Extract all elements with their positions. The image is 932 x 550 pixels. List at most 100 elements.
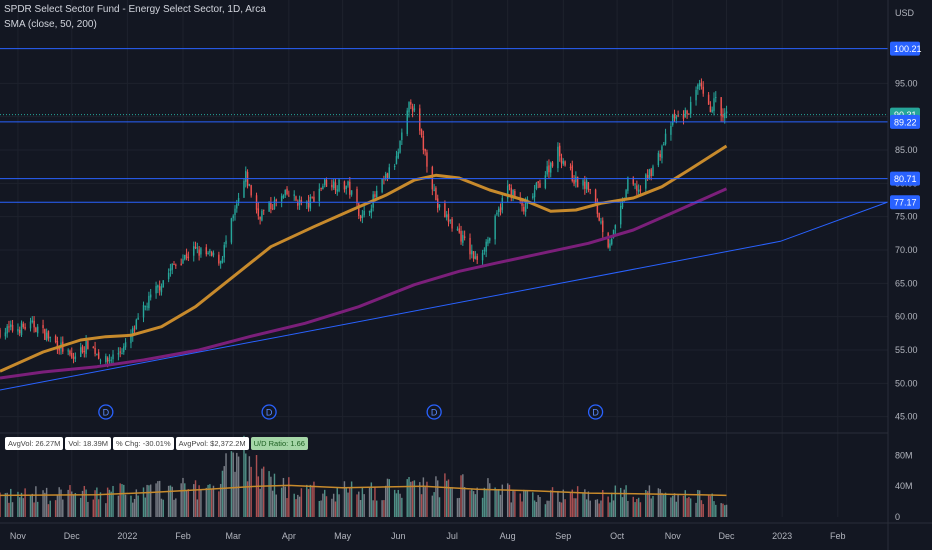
candle-body <box>514 190 516 197</box>
candle-body <box>700 82 703 87</box>
volume-bar <box>309 484 312 517</box>
volume-bar <box>607 496 609 517</box>
candle-body <box>158 286 161 291</box>
candle-body <box>270 202 272 209</box>
volume-bar <box>539 497 541 517</box>
volume-bar <box>711 493 713 517</box>
candle-body <box>54 336 57 343</box>
volume-bar <box>689 498 692 517</box>
candle-body <box>162 280 164 288</box>
candle-body <box>49 336 51 338</box>
volume-bar <box>212 485 215 517</box>
candle-body <box>424 148 426 152</box>
candle-body <box>447 213 450 223</box>
candle-body <box>619 205 622 225</box>
volume-bar <box>476 487 478 517</box>
candle-body <box>611 239 613 245</box>
candle-body <box>137 317 139 320</box>
candle-body <box>175 264 177 266</box>
price-tag-box <box>890 41 920 56</box>
volume-bar <box>250 466 252 517</box>
grid-lines <box>0 0 888 517</box>
volume-bar <box>533 500 536 517</box>
volume-bar <box>544 504 547 517</box>
volume-bar <box>438 497 441 517</box>
candle-body <box>499 207 502 212</box>
level-price-tag: 80.71 <box>890 171 920 186</box>
candle-body <box>331 184 333 188</box>
candle-body <box>22 323 25 328</box>
price-tick-label: 70.00 <box>895 245 918 255</box>
volume-bar <box>200 489 202 517</box>
volume-bar <box>370 482 373 517</box>
candle-body <box>313 196 315 203</box>
candle-body <box>682 114 685 119</box>
chart-header: SPDR Select Sector Fund - Energy Select … <box>4 2 266 32</box>
candle-body <box>512 190 514 198</box>
candle-body <box>363 210 365 216</box>
candle-body <box>462 235 464 243</box>
candle-body <box>562 161 565 165</box>
volume-bar <box>325 496 328 517</box>
symbol-title[interactable]: SPDR Select Sector Fund - Energy Select … <box>4 4 266 15</box>
time-tick-label: Dec <box>719 531 736 541</box>
candle-body <box>695 89 697 101</box>
candle-body <box>17 329 19 332</box>
candle-body <box>532 196 534 199</box>
candle-body <box>625 190 627 198</box>
candle-body <box>67 350 69 352</box>
candle-body <box>650 169 652 176</box>
volume-bar <box>243 435 245 517</box>
candle-body <box>261 210 263 221</box>
candle-body <box>157 285 159 288</box>
volume-bar <box>358 491 360 517</box>
candle-body <box>97 352 100 359</box>
volume-bar <box>602 490 604 517</box>
volume-bar <box>60 489 62 517</box>
candle-body <box>420 129 423 136</box>
candle-body <box>602 220 604 232</box>
volume-bar <box>399 493 401 517</box>
candle-body <box>212 252 215 256</box>
price-tick-label: 55.00 <box>895 345 918 355</box>
volume-bar <box>611 492 613 517</box>
volume-bar <box>637 497 640 517</box>
candle-body <box>130 334 132 344</box>
candle-body <box>307 200 310 208</box>
volume-bar <box>724 505 726 517</box>
dividend-label: D <box>431 408 438 418</box>
volume-bar <box>257 476 260 517</box>
candle-body <box>384 173 387 180</box>
candle-body <box>257 208 260 216</box>
volume-bar <box>494 487 496 517</box>
candle-body <box>259 216 261 220</box>
indicator-label[interactable]: SMA (close, 50, 200) <box>4 19 97 30</box>
volume-bar <box>295 499 297 517</box>
volume-bar <box>306 484 308 517</box>
volume-bar <box>135 489 138 517</box>
volume-bar <box>677 494 679 517</box>
candle-body <box>149 294 152 298</box>
candle-body <box>221 258 224 263</box>
volume-bar <box>234 471 236 517</box>
candle-body <box>621 199 624 208</box>
volume-bar <box>431 495 434 517</box>
volume-bar <box>435 476 437 517</box>
volume-bar <box>670 497 672 517</box>
volume-bar <box>320 500 322 517</box>
candle-body <box>686 110 688 114</box>
candle-body <box>288 195 290 197</box>
candle-body <box>560 157 563 164</box>
candle-body <box>325 179 328 187</box>
volume-bar <box>663 494 665 517</box>
volume-bar <box>406 479 408 517</box>
candle-body <box>207 252 209 254</box>
volume-bar <box>558 501 561 517</box>
candle-body <box>374 194 376 197</box>
price-tag-box <box>890 114 920 129</box>
candle-body <box>634 183 636 185</box>
candle-body <box>569 167 572 169</box>
candle-body <box>225 240 227 245</box>
volume-bar <box>383 500 385 517</box>
